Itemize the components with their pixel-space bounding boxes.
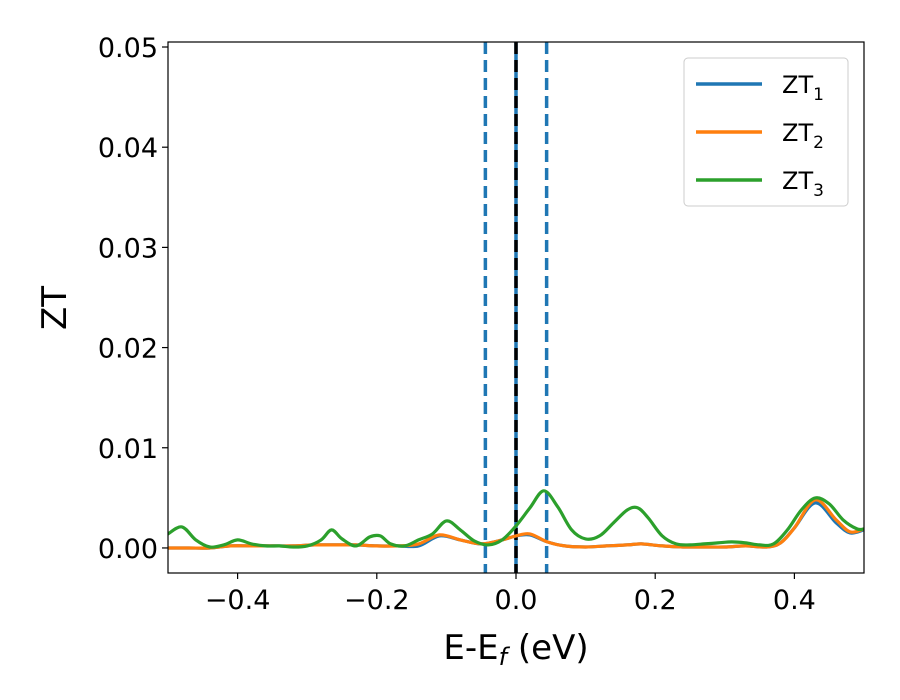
legend-box — [683, 57, 849, 207]
x-tick-label: −0.2 — [344, 585, 410, 616]
x-axis-label: E-Ef (eV) — [443, 628, 588, 671]
series-line-zt3 — [168, 489, 864, 549]
x-tick-label: 0.2 — [634, 585, 677, 616]
x-tick-label: 0.0 — [495, 585, 538, 616]
legend-label: ZT2 — [782, 119, 824, 153]
y-tick-label: 0.00 — [98, 534, 158, 565]
y-axis: 0.00 0.01 0.02 0.03 0.04 0.05 — [98, 33, 168, 565]
legend: ZT1 ZT2 ZT3 — [683, 57, 849, 207]
y-tick-label: 0.01 — [98, 434, 158, 465]
x-tick-label: −0.4 — [205, 585, 271, 616]
reference-lines — [483, 42, 549, 573]
y-tick-label: 0.04 — [98, 133, 158, 164]
y-tick-label: 0.02 — [98, 334, 158, 365]
legend-label: ZT1 — [782, 71, 824, 105]
y-tick-label: 0.03 — [98, 233, 158, 264]
series-layer — [168, 489, 864, 550]
legend-label: ZT3 — [782, 167, 824, 201]
y-tick-label: 0.05 — [98, 33, 158, 64]
x-axis: −0.4 −0.2 0.0 0.2 0.4 — [205, 573, 816, 616]
y-axis-label: ZT — [35, 286, 75, 330]
x-tick-label: 0.4 — [773, 585, 816, 616]
